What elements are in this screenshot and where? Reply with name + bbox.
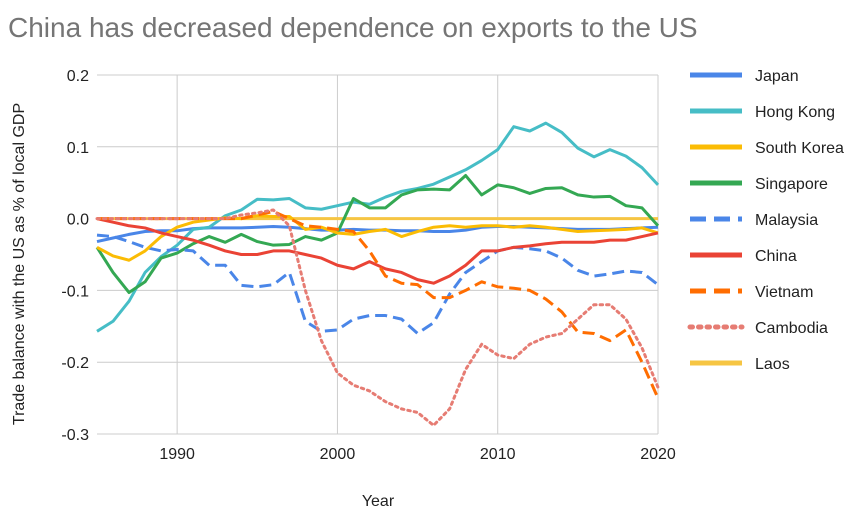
legend-label: Laos [755, 356, 790, 373]
legend-item-malaysia: Malaysia [690, 212, 818, 229]
y-axis-ticks: -0.3 -0.2 -0.1 0.0 0.1 0.2 [61, 68, 89, 444]
legend-item-china: China [690, 248, 797, 265]
x-axis-label: Year [362, 493, 395, 510]
series-line-singapore [95, 174, 660, 295]
series-line-south-korea [96, 214, 659, 262]
legend: Japan Hong Kong South Korea Singapore Malays… [687, 68, 844, 373]
legend-label: Vietnam [755, 284, 813, 301]
legend-label: South Korea [755, 140, 844, 157]
chart-title: China has decreased dependence on export… [8, 12, 698, 43]
series-line-cambodia [95, 208, 660, 427]
legend-item-japan: Japan [690, 68, 799, 85]
legend-label: Hong Kong [755, 104, 835, 121]
y-tick-label: 0.1 [67, 140, 89, 157]
x-tick-label: 2020 [640, 446, 676, 463]
legend-label: Singapore [755, 176, 828, 193]
y-tick-label: 0.0 [67, 212, 89, 229]
y-axis-label: Trade balance with the US as % of local … [11, 103, 28, 425]
legend-item-hong-kong: Hong Kong [690, 104, 835, 121]
series-lines [95, 121, 660, 427]
series-line-malaysia [96, 233, 659, 335]
legend-item-south-korea: South Korea [690, 140, 844, 157]
legend-label: Cambodia [755, 320, 828, 337]
x-tick-label: 1990 [159, 446, 195, 463]
legend-label: Malaysia [755, 212, 818, 229]
legend-item-laos: Laos [690, 356, 790, 373]
legend-label: Japan [755, 68, 799, 85]
series-line-china [96, 217, 659, 285]
legend-label: China [755, 248, 797, 265]
legend-item-singapore: Singapore [690, 176, 828, 193]
x-axis-ticks: 1990 2000 2010 2020 [159, 446, 676, 463]
legend-item-vietnam: Vietnam [690, 284, 813, 301]
y-tick-label: 0.2 [67, 68, 89, 85]
y-tick-label: -0.1 [61, 283, 89, 300]
x-tick-label: 2000 [320, 446, 356, 463]
series-line-hong-kong [96, 121, 660, 333]
gridlines [97, 74, 659, 435]
x-tick-label: 2010 [480, 446, 516, 463]
y-tick-label: -0.2 [61, 355, 89, 372]
legend-item-cambodia: Cambodia [687, 320, 828, 337]
y-tick-label: -0.3 [61, 427, 89, 444]
